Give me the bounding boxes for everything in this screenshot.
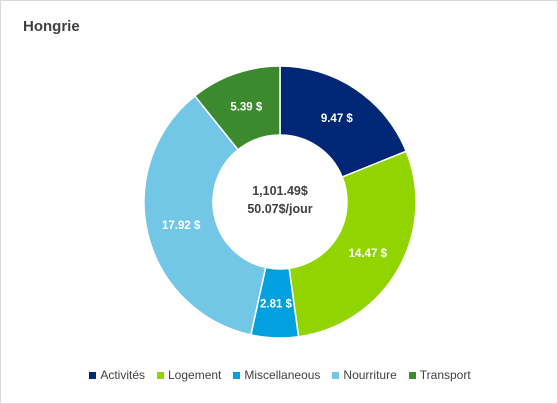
legend-swatch — [233, 371, 241, 379]
legend-item-miscellaneous: Miscellaneous — [233, 368, 320, 382]
slice-label-activités: 9.47 $ — [321, 113, 354, 125]
legend-swatch — [89, 371, 97, 379]
legend-swatch — [157, 371, 164, 379]
legend-item-logement: Logement — [157, 368, 221, 382]
legend-label: Activités — [100, 368, 145, 382]
legend-item-transport: Transport — [408, 368, 471, 382]
legend-label: Nourriture — [343, 368, 397, 382]
legend-label: Miscellaneous — [244, 368, 321, 382]
slice-label-nourriture: 17.92 $ — [162, 220, 201, 232]
donut-slice-activités — [279, 65, 408, 178]
center-daily: 50.07$/jour — [247, 202, 312, 216]
center-total: 1,101.49$ — [252, 184, 308, 198]
legend-item-activités: Activités — [89, 368, 145, 382]
chart-title: Hongrie — [23, 18, 80, 35]
slice-label-miscellaneous: 2.81 $ — [260, 298, 293, 310]
donut-chart: 9.47 $ 14.47 $ 2.81 $ 17.92 $ 5.39 $ 1,101.4… — [143, 65, 417, 339]
donut-slices — [143, 65, 417, 339]
donut-slice-transport — [193, 65, 281, 151]
donut-slice-logement — [288, 150, 417, 338]
legend-swatch — [332, 371, 340, 379]
slice-label-transport: 5.39 $ — [230, 101, 263, 113]
legend-item-nourriture: Nourriture — [332, 368, 397, 382]
slice-labels: 9.47 $ 14.47 $ 2.81 $ 17.92 $ 5.39 $ — [162, 101, 388, 310]
legend: Activités Logement Miscellaneous Nourriture… — [1, 368, 558, 382]
legend-swatch — [408, 371, 416, 379]
slice-label-logement: 14.47 $ — [349, 248, 388, 260]
legend-label: Logement — [168, 368, 222, 382]
donut-slice-nourriture — [143, 94, 267, 336]
legend-label: Transport — [419, 368, 471, 382]
